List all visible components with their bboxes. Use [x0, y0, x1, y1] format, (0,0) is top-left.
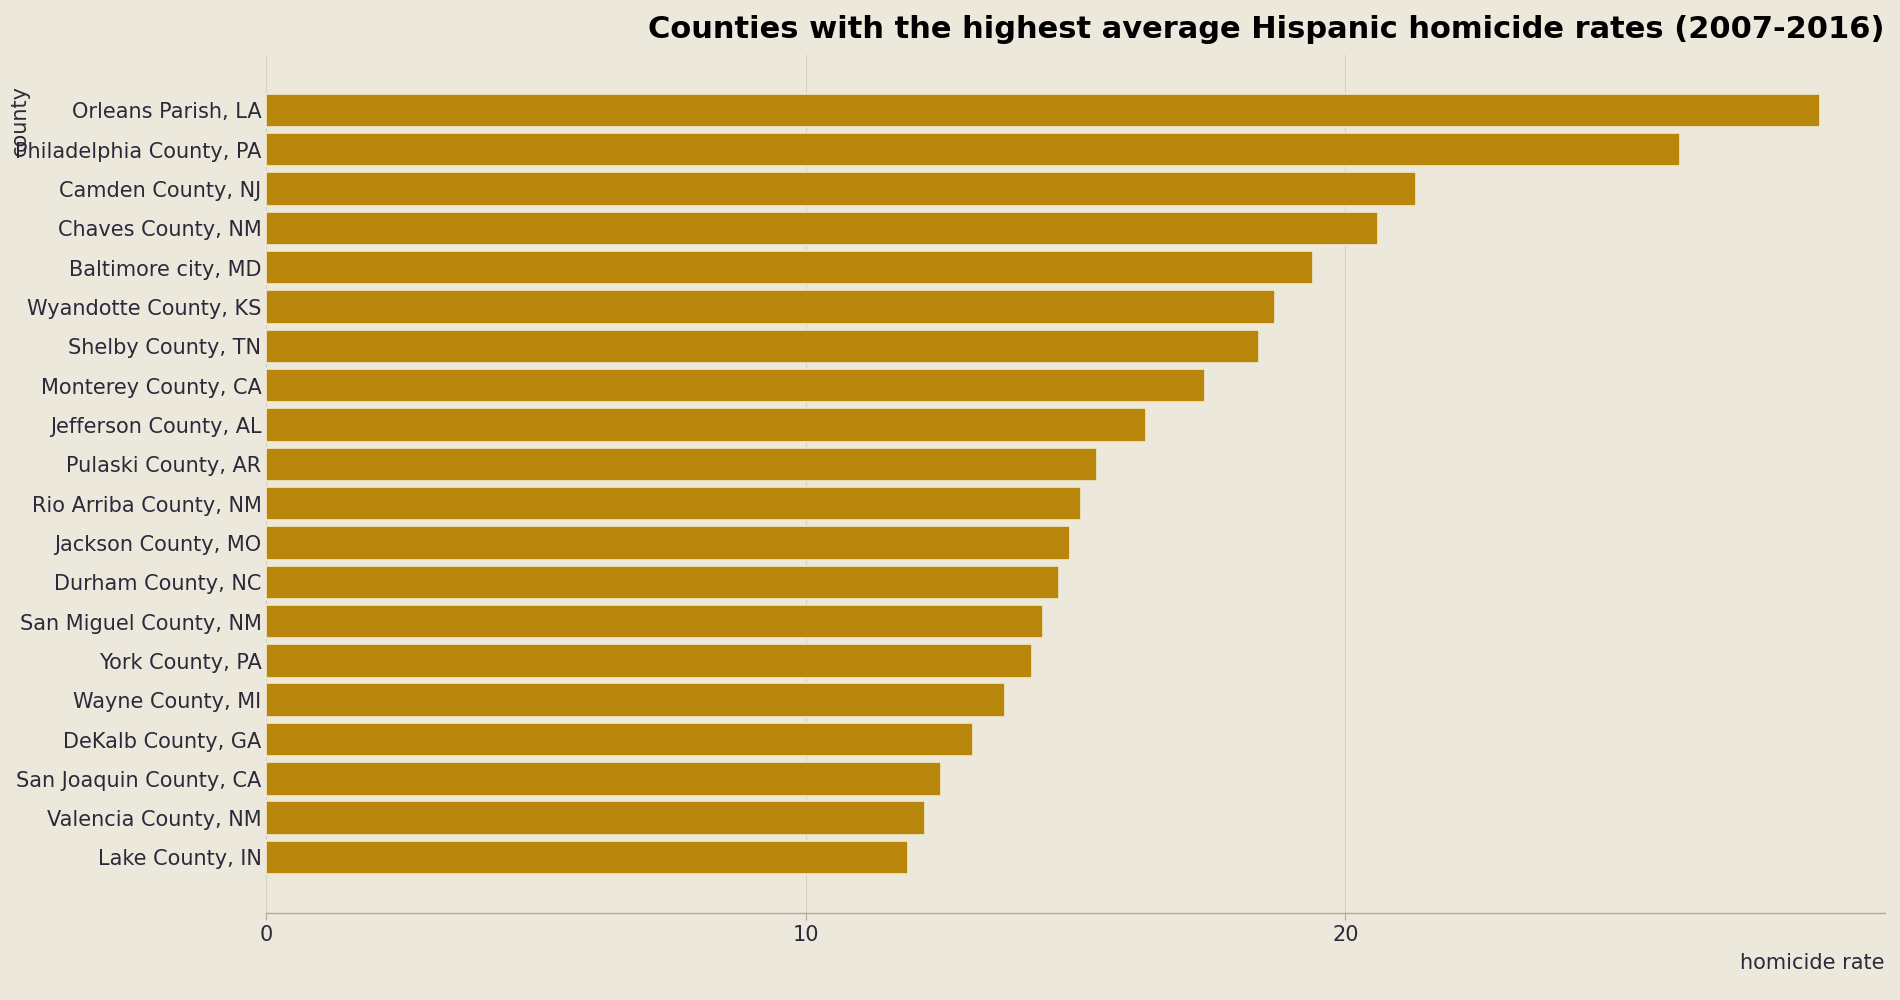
Bar — [266, 330, 1260, 363]
Bar — [266, 172, 1416, 206]
Bar — [266, 369, 1205, 402]
Bar — [266, 408, 1146, 442]
Bar — [266, 683, 1005, 717]
Bar — [266, 644, 1032, 678]
Text: homicide rate: homicide rate — [1740, 953, 1885, 973]
Bar — [266, 723, 973, 756]
Bar — [266, 566, 1060, 599]
Bar — [266, 605, 1043, 638]
Bar — [266, 133, 1680, 166]
Bar — [266, 841, 908, 874]
Text: county: county — [10, 85, 30, 156]
Bar — [266, 762, 940, 796]
Bar — [266, 212, 1378, 245]
Bar — [266, 448, 1096, 481]
Text: Counties with the highest average Hispanic homicide rates (2007-2016): Counties with the highest average Hispan… — [648, 15, 1885, 44]
Bar — [266, 94, 1820, 127]
Bar — [266, 290, 1275, 324]
Bar — [266, 487, 1081, 520]
Bar — [266, 526, 1070, 560]
Bar — [266, 251, 1313, 284]
Bar — [266, 801, 925, 835]
